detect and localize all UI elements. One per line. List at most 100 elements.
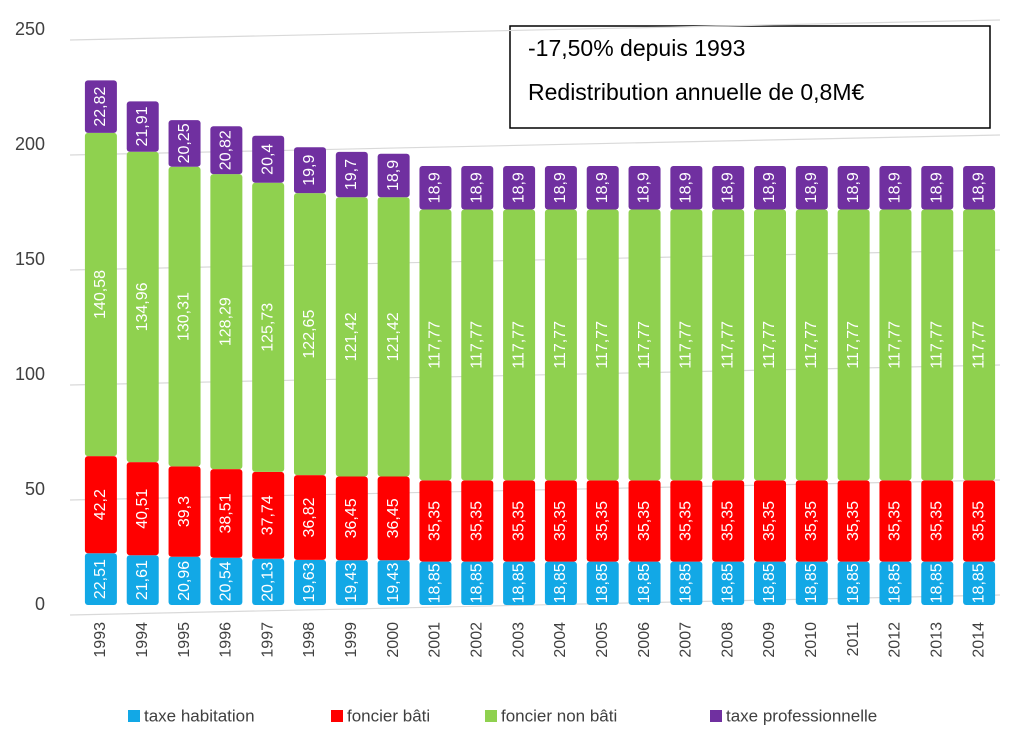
value-label: 18,9 (510, 172, 527, 203)
bar-segment (210, 126, 243, 175)
bar-segment (84, 553, 117, 605)
value-label: 35,35 (803, 501, 820, 541)
value-label: 117,77 (427, 321, 444, 369)
value-label: 39,3 (176, 496, 193, 527)
bar-segment (461, 165, 494, 210)
bar-segment (963, 209, 996, 481)
bar-segment (712, 561, 745, 605)
x-tick-label: 2002 (468, 622, 485, 658)
value-label: 18,85 (594, 563, 611, 603)
bar-segment (168, 120, 201, 167)
value-label: 18,9 (803, 172, 820, 203)
value-label: 18,9 (636, 172, 653, 203)
value-label: 22,82 (92, 86, 109, 126)
value-label: 35,35 (427, 501, 444, 541)
value-label: 35,35 (552, 501, 569, 541)
bar-segment (252, 471, 285, 559)
value-label: 19,43 (343, 563, 360, 603)
value-label: 20,25 (176, 123, 193, 163)
x-tick-label: 1995 (176, 622, 193, 658)
bar-segment (879, 209, 912, 481)
bar-segment (503, 165, 536, 210)
bar-segment (377, 197, 410, 477)
value-label: 19,63 (301, 562, 318, 602)
y-tick-label: 50 (25, 479, 45, 499)
value-label: 20,96 (176, 561, 193, 601)
value-label: 121,42 (343, 312, 360, 361)
value-label: 18,9 (719, 172, 736, 203)
x-tick-label: 2014 (970, 622, 987, 658)
x-tick-label: 2006 (636, 622, 653, 658)
x-tick-label: 1994 (134, 622, 151, 658)
value-label: 18,9 (678, 172, 695, 203)
value-label: 140,58 (92, 270, 109, 319)
bar-segment (586, 561, 619, 605)
bar-segment (628, 561, 661, 605)
x-tick-label: 1993 (92, 622, 109, 658)
bar-segment (84, 132, 117, 457)
bar-segment (837, 480, 870, 562)
value-label: 35,35 (719, 501, 736, 541)
bar-segment (544, 209, 577, 481)
value-label: 20,13 (259, 562, 276, 602)
bar-segment (586, 165, 619, 210)
value-label: 18,85 (761, 563, 778, 603)
bar-segment (544, 165, 577, 210)
value-label: 117,77 (468, 321, 485, 369)
bar-segment (921, 209, 954, 481)
bar-segment (879, 480, 912, 562)
legend-label: taxe habitation (144, 706, 255, 725)
value-label: 40,51 (134, 489, 151, 529)
bar-segment (294, 193, 326, 476)
bar-segment (252, 135, 285, 183)
x-tick-label: 1998 (301, 622, 318, 658)
value-label: 18,85 (510, 563, 527, 603)
bar-segment (628, 209, 661, 481)
bar-segment (294, 147, 326, 194)
bar-segment (377, 476, 410, 561)
bar-segment (210, 557, 243, 605)
annotation: -17,50% depuis 1993 (528, 35, 745, 61)
bar-segment (921, 480, 954, 562)
bar-segment (168, 466, 201, 557)
value-label: 18,85 (803, 563, 820, 603)
y-tick-label: 100 (15, 364, 45, 384)
value-label: 18,85 (468, 563, 485, 603)
bar-segment (544, 561, 577, 605)
bar-segment (795, 165, 828, 210)
bar-segment (754, 209, 786, 481)
x-tick-label: 2000 (385, 622, 402, 658)
value-label: 117,77 (636, 321, 653, 369)
value-label: 19,9 (301, 155, 318, 186)
value-label: 18,9 (761, 172, 778, 203)
bar-segment (837, 165, 870, 210)
x-tick-label: 2012 (887, 622, 904, 658)
value-label: 18,85 (719, 563, 736, 603)
value-label: 35,35 (928, 501, 945, 541)
value-label: 22,51 (92, 559, 109, 599)
value-label: 117,77 (594, 321, 611, 369)
x-tick-label: 2013 (928, 622, 945, 658)
value-label: 18,9 (928, 172, 945, 203)
x-tick-label: 2003 (510, 622, 527, 658)
value-label: 117,77 (887, 321, 904, 369)
bar-segment (837, 209, 870, 481)
value-label: 20,4 (259, 144, 276, 175)
bar-segment (963, 561, 996, 605)
bar-segment (544, 480, 577, 562)
x-tick-label: 2011 (845, 622, 862, 657)
legend-swatch (128, 710, 140, 722)
bar-segment (670, 480, 703, 562)
y-tick-label: 200 (15, 134, 45, 154)
value-label: 117,77 (803, 321, 820, 369)
bar-segment (628, 480, 661, 562)
bar-segment (84, 80, 117, 133)
bar-segment (795, 480, 828, 562)
value-label: 117,77 (970, 321, 987, 369)
value-label: 18,9 (468, 172, 485, 203)
value-label: 121,42 (385, 312, 402, 361)
value-label: 18,85 (427, 563, 444, 603)
value-label: 18,85 (636, 563, 653, 603)
bar-segment (419, 561, 452, 605)
value-label: 35,35 (594, 501, 611, 541)
